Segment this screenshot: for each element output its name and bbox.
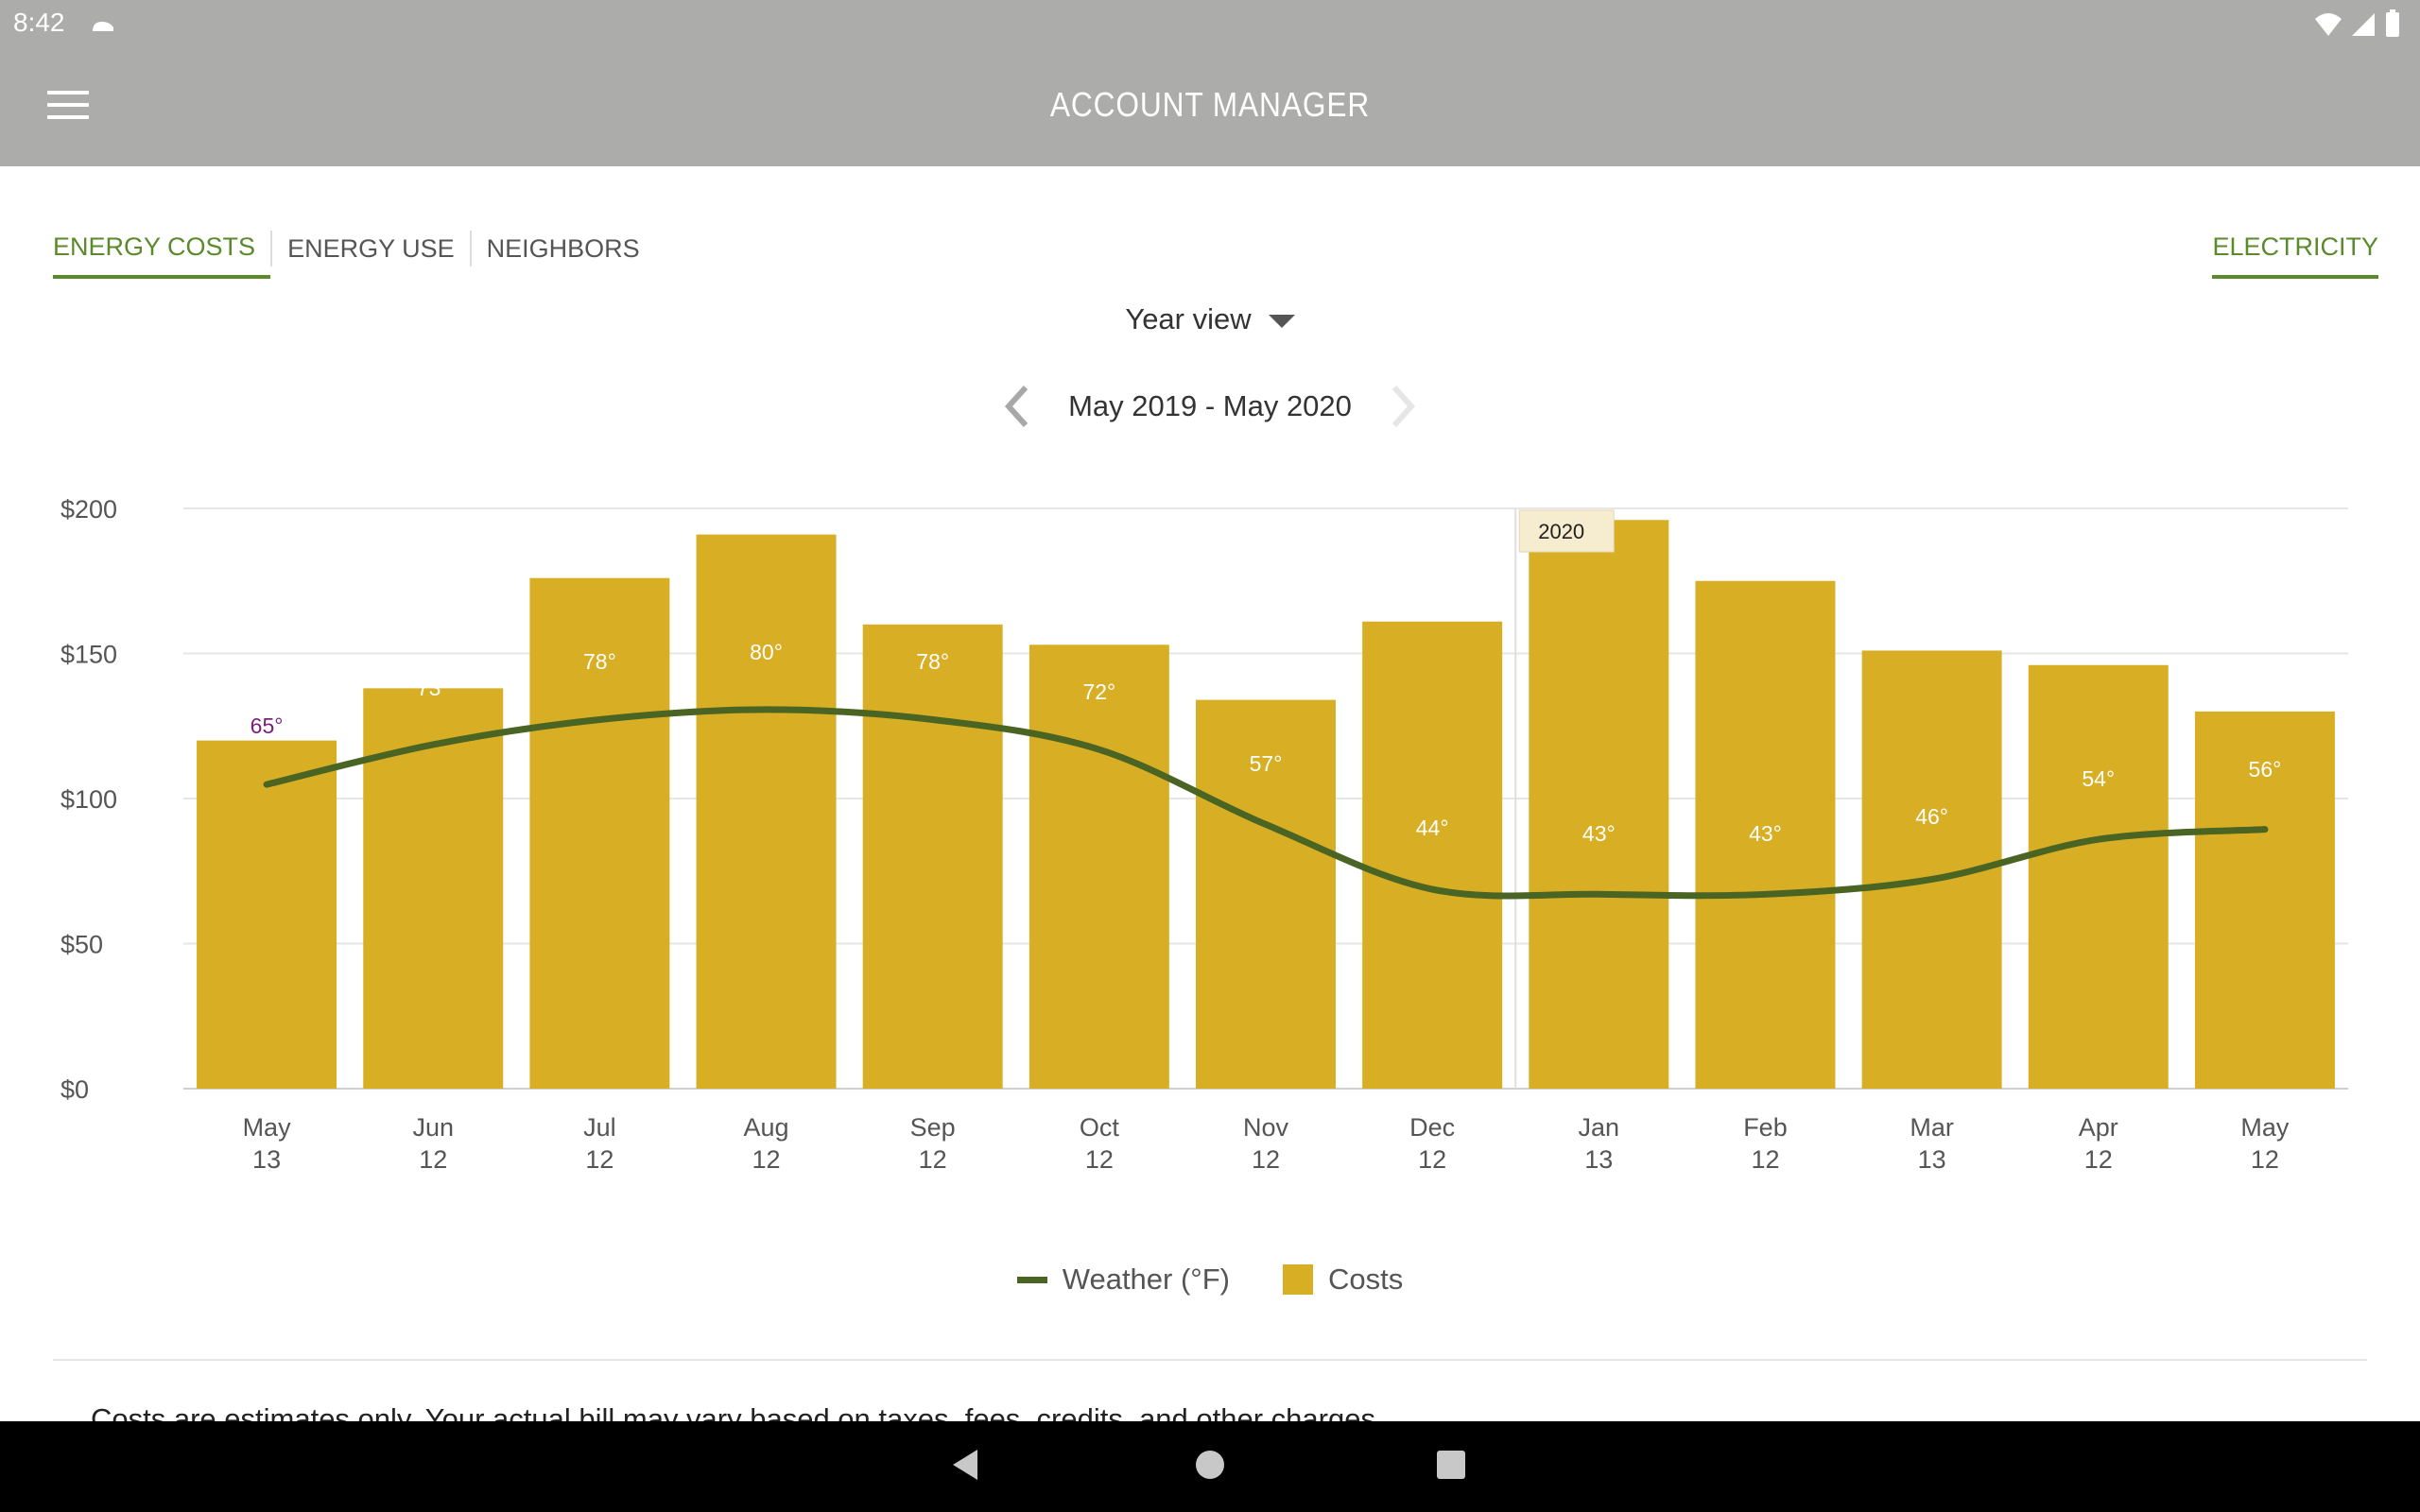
- cost-bar[interactable]: [1529, 520, 1669, 1089]
- view-dropdown[interactable]: Year view: [0, 302, 2420, 336]
- weather-line: [263, 706, 2269, 900]
- tab-divider: [469, 231, 472, 266]
- tab-energy-use[interactable]: ENERGY USE: [287, 233, 455, 263]
- app-bar: ACCOUNT MANAGER: [0, 47, 2420, 166]
- x-tick-label-day: 12: [1418, 1145, 1446, 1174]
- status-icons: [2314, 9, 2401, 44]
- view-dropdown-label: Year view: [1125, 302, 1252, 335]
- system-nav-bar: [0, 1421, 2420, 1512]
- cost-bar[interactable]: [862, 624, 1003, 1089]
- page-title: ACCOUNT MANAGER: [1049, 85, 1371, 124]
- weather-data-label: 65°: [251, 713, 284, 738]
- weather-data-label: 54°: [2082, 766, 2115, 791]
- battery-icon: [2386, 9, 2399, 37]
- tab-divider: [270, 231, 273, 266]
- x-tick-label-day: 12: [585, 1145, 614, 1174]
- previous-period-button[interactable]: [997, 378, 1035, 435]
- chevron-left-icon: [1004, 385, 1028, 428]
- cost-bar[interactable]: [1196, 699, 1336, 1089]
- x-tick-label-day: 12: [1085, 1145, 1114, 1174]
- weather-data-label: 44°: [1416, 816, 1449, 840]
- x-tick-label-day: 12: [419, 1145, 447, 1174]
- next-period-button[interactable]: [1385, 378, 1423, 435]
- cost-bar[interactable]: [1695, 580, 1836, 1089]
- legend-weather-label: Weather (°F): [1062, 1263, 1230, 1296]
- cost-bar[interactable]: [197, 740, 337, 1089]
- x-tick-label-day: 12: [2084, 1145, 2113, 1174]
- tab-neighbors[interactable]: NEIGHBORS: [486, 233, 640, 263]
- status-time: 8:42: [13, 8, 65, 37]
- cost-bar[interactable]: [363, 688, 504, 1089]
- chevron-down-icon: [1268, 314, 1295, 328]
- weather-data-label: 57°: [1250, 751, 1283, 776]
- x-tick-label-month: Jun: [412, 1113, 454, 1142]
- x-tick-label-day: 13: [252, 1145, 281, 1174]
- y-tick-label: $150: [60, 641, 117, 669]
- x-tick-label-day: 13: [1584, 1145, 1613, 1174]
- chart-legend: Weather (°F) Costs: [0, 1263, 2420, 1297]
- x-tick-label-month: Jan: [1579, 1113, 1620, 1142]
- x-tick-label-day: 12: [1252, 1145, 1280, 1174]
- weather-data-label: 43°: [1582, 821, 1616, 846]
- legend-costs-label: Costs: [1327, 1263, 1404, 1296]
- period-label: May 2019 - May 2020: [1068, 389, 1352, 422]
- status-bar: 8:42: [0, 0, 2420, 47]
- x-tick-label-day: 12: [752, 1145, 781, 1174]
- back-icon[interactable]: [951, 1448, 979, 1482]
- legend-weather-swatch: [1016, 1276, 1047, 1283]
- legend-costs-swatch: [1282, 1264, 1313, 1295]
- tab-electricity[interactable]: ELECTRICITY: [2212, 232, 2378, 279]
- x-tick-label-month: Dec: [1409, 1113, 1455, 1142]
- x-tick-label-month: Jul: [583, 1113, 616, 1142]
- weather-data-label: 72°: [1082, 679, 1115, 704]
- signal-icon: [2352, 13, 2376, 36]
- x-tick-label-month: Apr: [2079, 1113, 2118, 1142]
- recents-icon[interactable]: [1436, 1448, 1466, 1482]
- x-tick-label-month: Feb: [1743, 1113, 1788, 1142]
- weather-data-label: 78°: [583, 649, 616, 674]
- x-tick-label-month: Sep: [910, 1113, 956, 1142]
- x-tick-label-day: 12: [2251, 1145, 2279, 1174]
- x-tick-label-day: 12: [1751, 1145, 1779, 1174]
- x-tick-label-month: Oct: [1080, 1113, 1120, 1142]
- weather-data-label: 80°: [750, 640, 783, 664]
- x-tick-label-day: 13: [1918, 1145, 1946, 1174]
- wifi-icon: [2315, 13, 2342, 36]
- cost-bar[interactable]: [2028, 664, 2169, 1089]
- cost-bar[interactable]: [2194, 711, 2335, 1089]
- weather-data-label: 56°: [2249, 757, 2282, 782]
- chevron-right-icon: [1392, 385, 1416, 428]
- weather-data-label: 73°: [417, 676, 450, 700]
- x-tick-label-month: Aug: [744, 1113, 789, 1142]
- cost-bar[interactable]: [529, 577, 670, 1089]
- x-tick-label-month: Nov: [1243, 1113, 1289, 1142]
- y-tick-label: $0: [60, 1075, 89, 1104]
- cost-bar[interactable]: [1028, 644, 1169, 1089]
- menu-icon[interactable]: [47, 91, 89, 123]
- cost-bar[interactable]: [696, 534, 837, 1089]
- tab-energy-costs[interactable]: ENERGY COSTS: [53, 232, 271, 279]
- year-marker-label: 2020: [1538, 520, 1584, 543]
- year-marker-box: [1518, 509, 1615, 553]
- divider: [53, 1359, 2367, 1361]
- weather-data-label: 78°: [916, 649, 949, 674]
- tab-bar: ENERGY COSTS ENERGY USE NEIGHBORS: [53, 231, 655, 279]
- x-tick-label-month: Mar: [1910, 1113, 1954, 1142]
- y-tick-label: $100: [60, 785, 117, 814]
- x-tick-label-month: May: [2240, 1113, 2290, 1142]
- cost-bar[interactable]: [1362, 621, 1503, 1089]
- energy-costs-chart: $0 $50 $100 $150 $200 2020 65° 73° 78° 80° 78° 72° 5…: [60, 495, 2348, 1174]
- weather-data-label: 43°: [1749, 821, 1782, 846]
- y-tick-label: $50: [60, 931, 103, 959]
- home-icon[interactable]: [1195, 1448, 1225, 1482]
- x-tick-label-day: 12: [919, 1145, 947, 1174]
- weather-data-label: 46°: [1915, 804, 1948, 829]
- cloud-icon: [89, 11, 117, 42]
- x-tick-label-month: May: [243, 1113, 292, 1142]
- y-tick-label: $200: [60, 495, 117, 524]
